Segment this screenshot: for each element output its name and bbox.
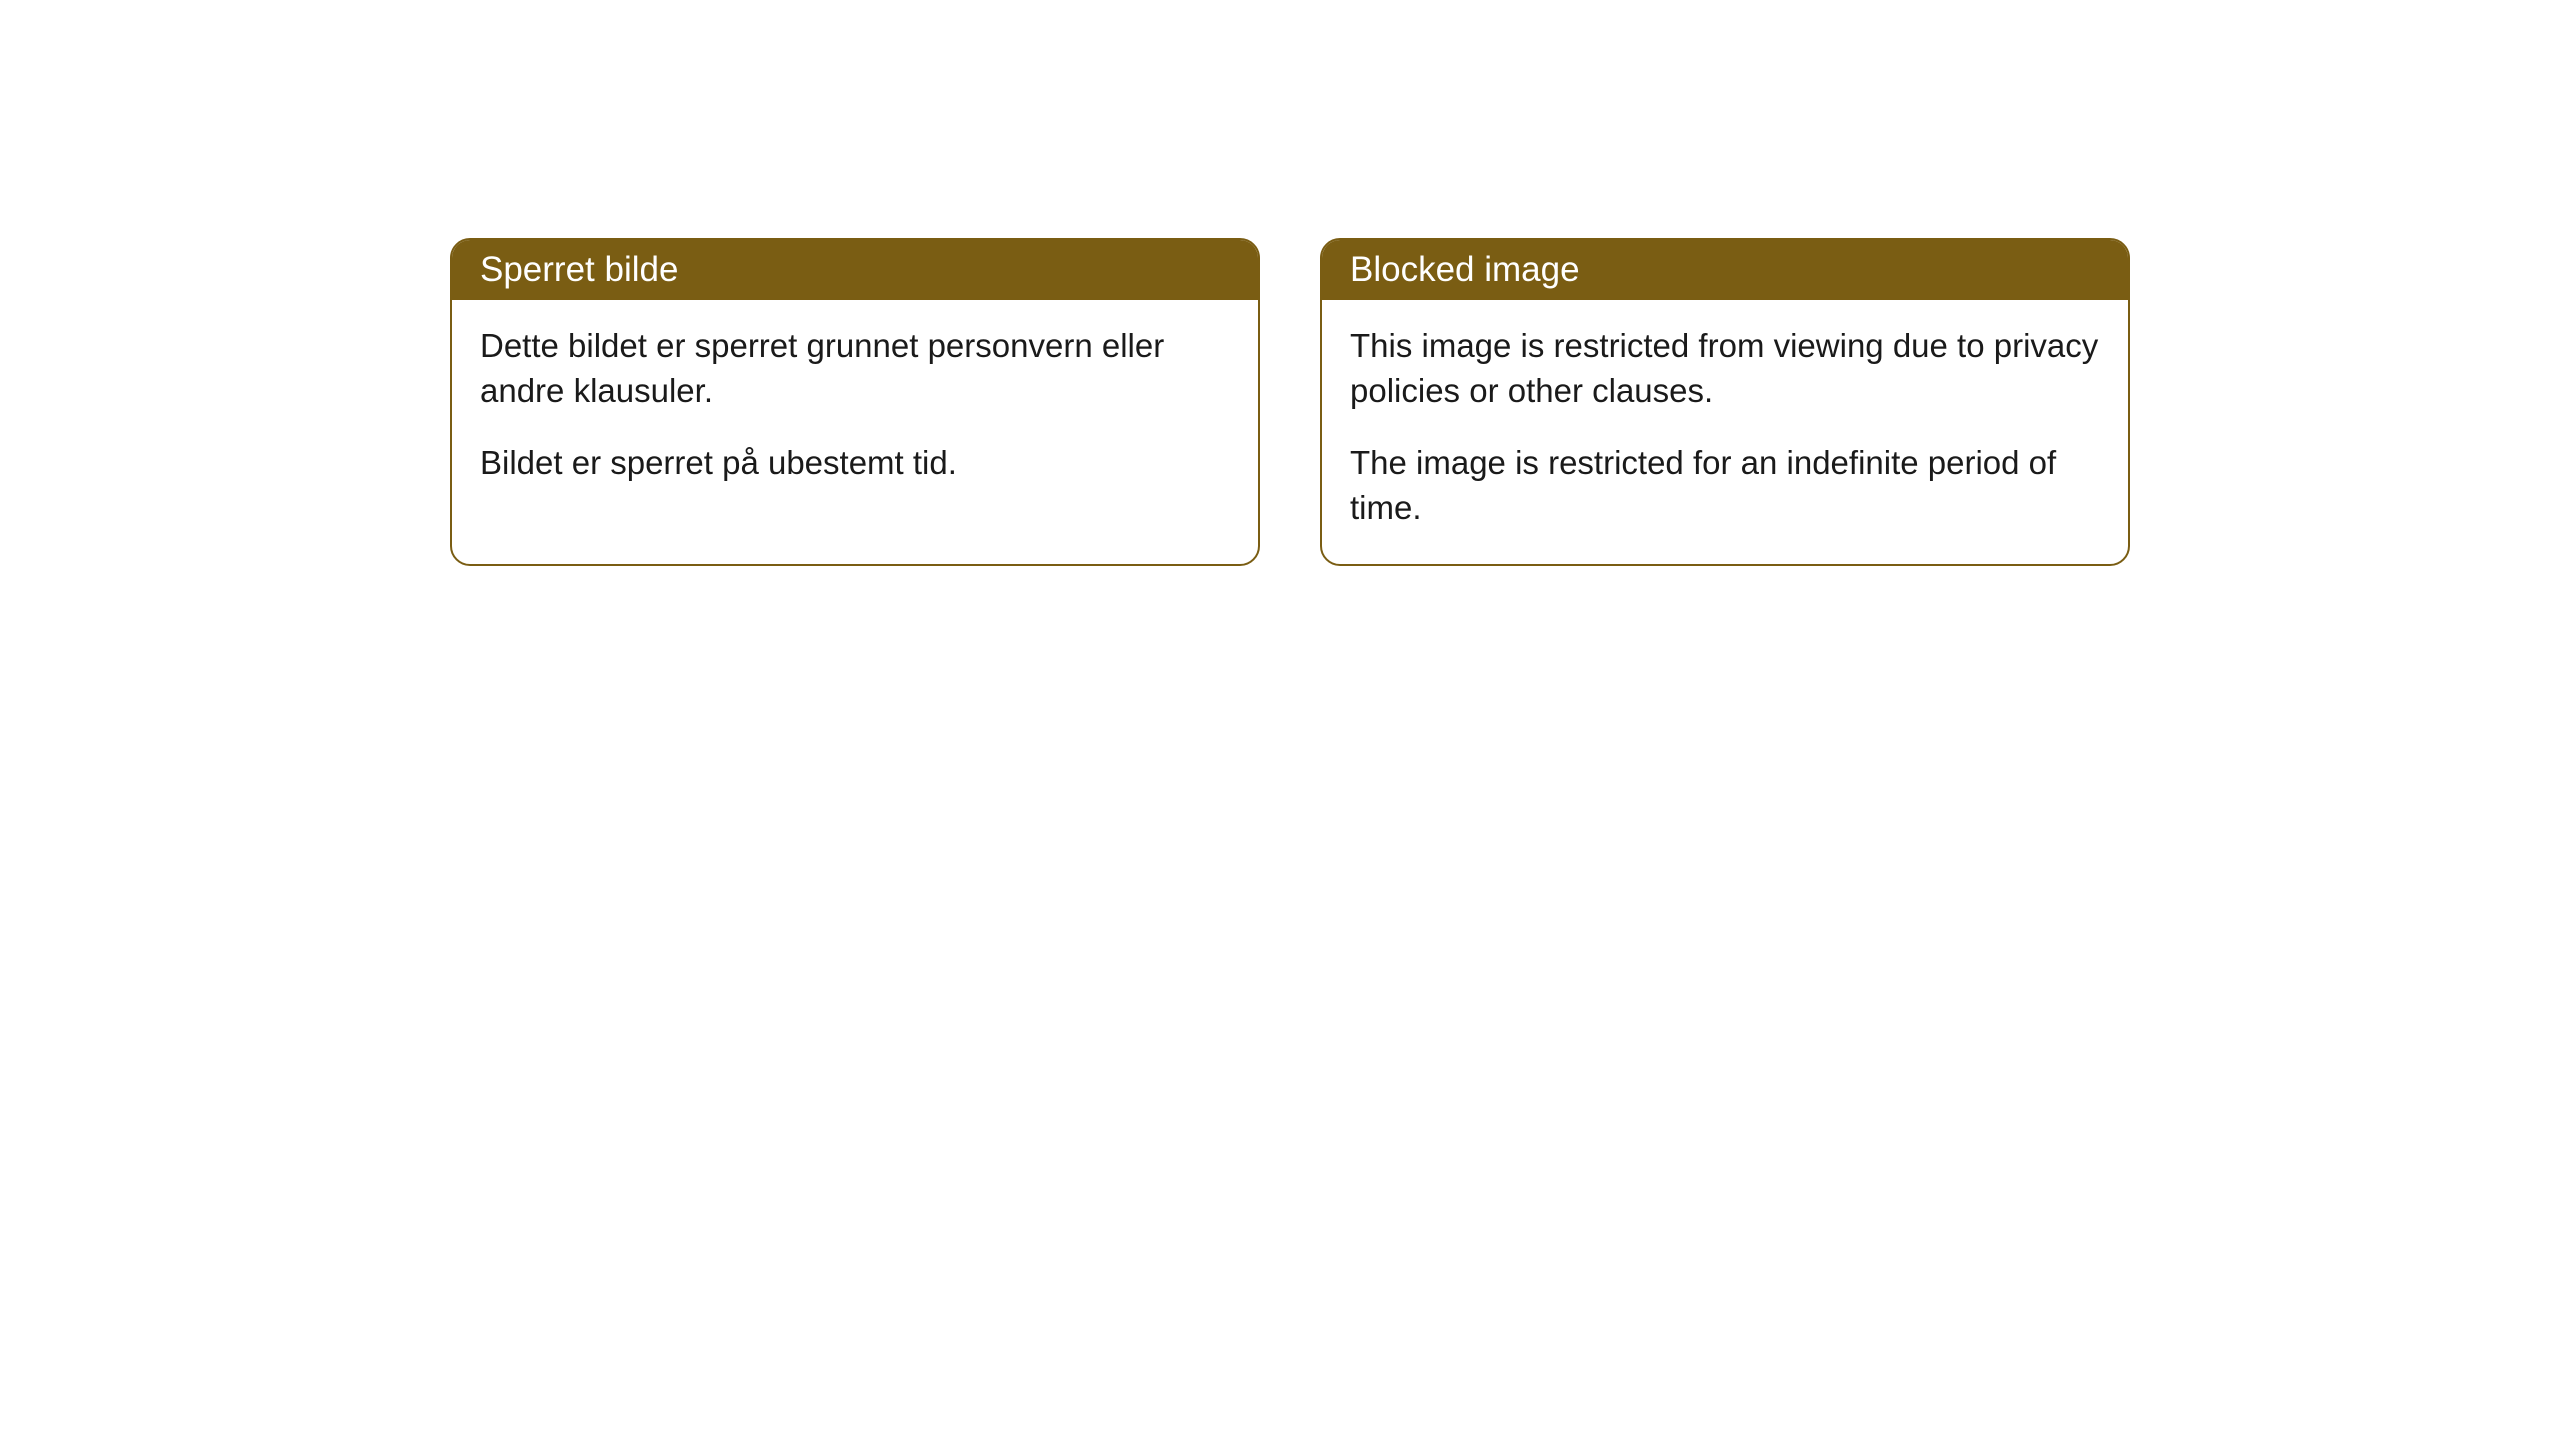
notice-body-norwegian: Dette bildet er sperret grunnet personve… bbox=[452, 300, 1258, 520]
notice-body-english: This image is restricted from viewing du… bbox=[1322, 300, 2128, 564]
notice-paragraph: The image is restricted for an indefinit… bbox=[1350, 441, 2100, 530]
notice-box-norwegian: Sperret bilde Dette bildet er sperret gr… bbox=[450, 238, 1260, 566]
notices-container: Sperret bilde Dette bildet er sperret gr… bbox=[450, 238, 2130, 566]
notice-header-english: Blocked image bbox=[1322, 240, 2128, 300]
notice-paragraph: Dette bildet er sperret grunnet personve… bbox=[480, 324, 1230, 413]
notice-box-english: Blocked image This image is restricted f… bbox=[1320, 238, 2130, 566]
notice-paragraph: This image is restricted from viewing du… bbox=[1350, 324, 2100, 413]
notice-paragraph: Bildet er sperret på ubestemt tid. bbox=[480, 441, 1230, 486]
notice-header-norwegian: Sperret bilde bbox=[452, 240, 1258, 300]
